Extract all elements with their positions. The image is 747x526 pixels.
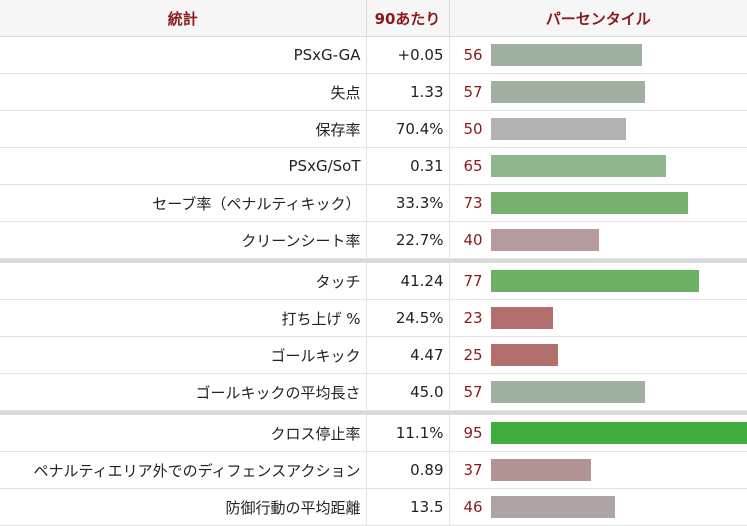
stat-name-cell: 失点 bbox=[0, 74, 366, 111]
percentile-number: 50 bbox=[464, 111, 483, 147]
percentile-bar-track bbox=[491, 459, 747, 481]
percentile-bar bbox=[491, 381, 645, 403]
stat-name-cell: クロス停止率 bbox=[0, 415, 366, 452]
table-row: 打ち上げ %24.5% 23 bbox=[0, 300, 747, 337]
percentile-bar-track bbox=[491, 270, 747, 292]
percentile-bar-track bbox=[491, 422, 747, 444]
per90-value-cell: 4.47 bbox=[366, 337, 449, 374]
percentile-bar bbox=[491, 192, 688, 214]
per90-value-cell: 1.33 bbox=[366, 74, 449, 111]
stat-name-cell: 保存率 bbox=[0, 111, 366, 148]
percentile-number: 40 bbox=[464, 222, 483, 258]
percentile-number: 37 bbox=[464, 452, 483, 488]
percentile-bar bbox=[491, 118, 626, 140]
percentile-bar-track bbox=[491, 307, 747, 329]
percentile-bar-track bbox=[491, 496, 747, 518]
percentile-bar bbox=[491, 44, 642, 66]
percentile-cell: 65 bbox=[449, 148, 747, 185]
column-header-percentile[interactable]: パーセンタイル bbox=[449, 0, 747, 37]
stat-name-cell: ペナルティエリア外でのディフェンスアクション bbox=[0, 452, 366, 489]
percentile-cell: 40 bbox=[449, 222, 747, 259]
percentile-cell: 73 bbox=[449, 185, 747, 222]
per90-value-cell: 22.7% bbox=[366, 222, 449, 259]
percentile-bar-track bbox=[491, 44, 747, 66]
per90-value-cell: 45.0 bbox=[366, 374, 449, 411]
column-header-stat[interactable]: 統計 bbox=[0, 0, 366, 37]
stat-name-cell: ゴールキック bbox=[0, 337, 366, 374]
percentile-bar bbox=[491, 229, 599, 251]
percentile-number: 46 bbox=[464, 489, 483, 525]
stat-name-cell: セーブ率（ペナルティキック） bbox=[0, 185, 366, 222]
percentile-number: 56 bbox=[464, 37, 483, 73]
stat-name-cell: 打ち上げ % bbox=[0, 300, 366, 337]
per90-value-cell: 11.1% bbox=[366, 415, 449, 452]
percentile-bar bbox=[491, 344, 559, 366]
percentile-bar-track bbox=[491, 381, 747, 403]
percentile-bar-track bbox=[491, 155, 747, 177]
percentile-number: 23 bbox=[464, 300, 483, 336]
percentile-bar bbox=[491, 155, 667, 177]
stat-name-cell: PSxG-GA bbox=[0, 37, 366, 74]
per90-value-cell: +0.05 bbox=[366, 37, 449, 74]
percentile-number: 95 bbox=[464, 415, 483, 451]
percentile-cell: 95 bbox=[449, 415, 747, 452]
percentile-cell: 56 bbox=[449, 37, 747, 74]
per90-value-cell: 0.31 bbox=[366, 148, 449, 185]
stat-name-cell: ゴールキックの平均長さ bbox=[0, 374, 366, 411]
per90-value-cell: 0.89 bbox=[366, 452, 449, 489]
percentile-bar bbox=[491, 496, 615, 518]
percentile-bar bbox=[491, 422, 747, 444]
stat-name-cell: クリーンシート率 bbox=[0, 222, 366, 259]
table-row: セーブ率（ペナルティキック）33.3% 73 bbox=[0, 185, 747, 222]
percentile-number: 57 bbox=[464, 74, 483, 110]
per90-value-cell: 33.3% bbox=[366, 185, 449, 222]
percentile-cell: 25 bbox=[449, 337, 747, 374]
percentile-cell: 46 bbox=[449, 489, 747, 526]
per90-value-cell: 70.4% bbox=[366, 111, 449, 148]
percentile-bar-track bbox=[491, 118, 747, 140]
percentile-number: 73 bbox=[464, 185, 483, 221]
percentile-bar bbox=[491, 459, 591, 481]
stat-name-cell: タッチ bbox=[0, 263, 366, 300]
percentile-cell: 50 bbox=[449, 111, 747, 148]
percentile-cell: 37 bbox=[449, 452, 747, 489]
percentile-number: 57 bbox=[464, 374, 483, 410]
stat-name-cell: PSxG/SoT bbox=[0, 148, 366, 185]
percentile-cell: 77 bbox=[449, 263, 747, 300]
percentile-bar-track bbox=[491, 81, 747, 103]
per90-value-cell: 13.5 bbox=[366, 489, 449, 526]
table-header: 統計 90あたり パーセンタイル bbox=[0, 0, 747, 37]
percentile-cell: 57 bbox=[449, 374, 747, 411]
stat-name-cell: 防御行動の平均距離 bbox=[0, 489, 366, 526]
percentile-bar-track bbox=[491, 229, 747, 251]
table-row: PSxG-GA+0.05 56 bbox=[0, 37, 747, 74]
percentile-bar-track bbox=[491, 192, 747, 214]
percentile-bar-track bbox=[491, 344, 747, 366]
percentile-bar bbox=[491, 81, 645, 103]
percentile-number: 77 bbox=[464, 263, 483, 299]
column-header-per90[interactable]: 90あたり bbox=[366, 0, 449, 37]
percentile-bar bbox=[491, 270, 699, 292]
per90-value-cell: 24.5% bbox=[366, 300, 449, 337]
percentile-number: 65 bbox=[464, 148, 483, 184]
percentile-cell: 57 bbox=[449, 74, 747, 111]
percentile-bar bbox=[491, 307, 553, 329]
percentile-cell: 23 bbox=[449, 300, 747, 337]
percentile-number: 25 bbox=[464, 337, 483, 373]
per90-value-cell: 41.24 bbox=[366, 263, 449, 300]
